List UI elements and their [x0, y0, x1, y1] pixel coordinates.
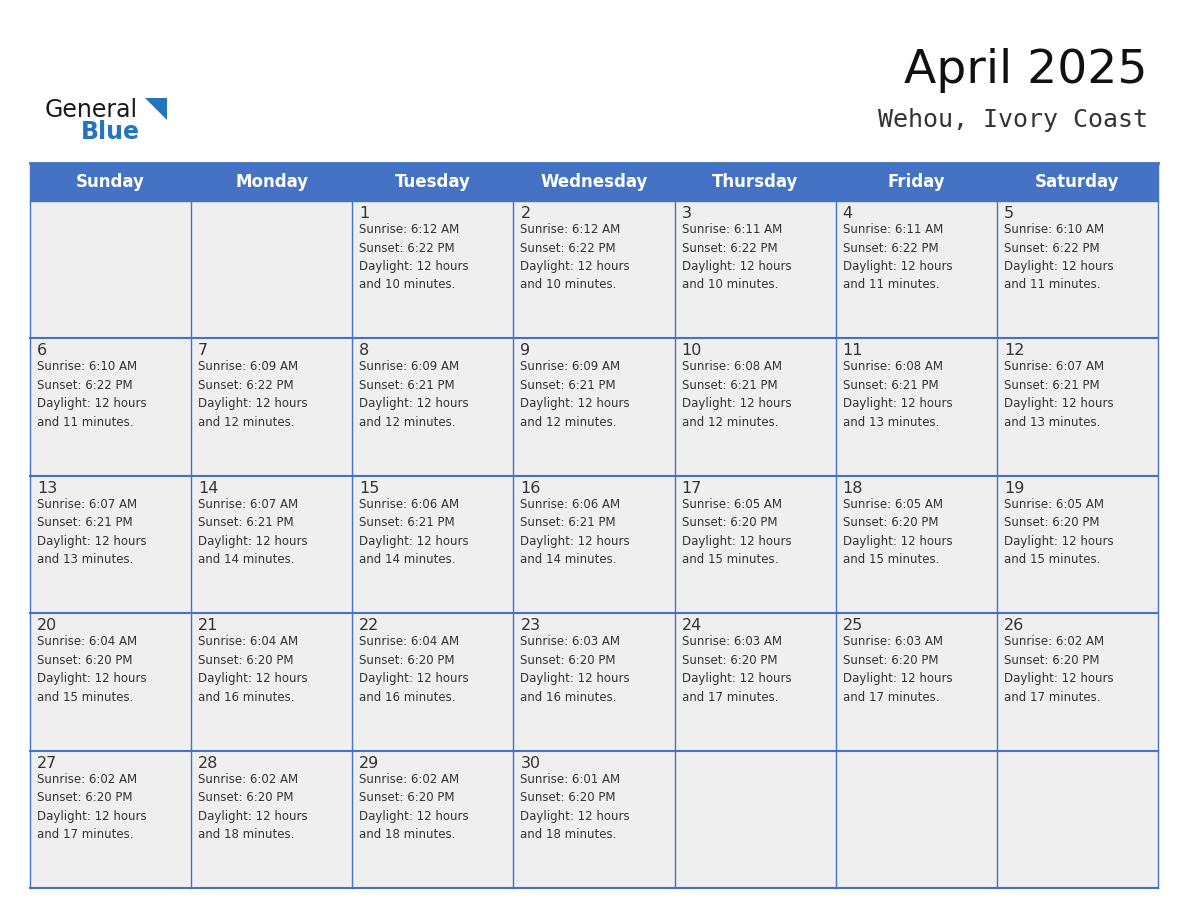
Text: Sunrise: 6:09 AM
Sunset: 6:21 PM
Daylight: 12 hours
and 12 minutes.: Sunrise: 6:09 AM Sunset: 6:21 PM Dayligh… — [359, 361, 469, 429]
Text: Blue: Blue — [81, 120, 140, 144]
Text: 4: 4 — [842, 206, 853, 221]
Text: Sunrise: 6:04 AM
Sunset: 6:20 PM
Daylight: 12 hours
and 16 minutes.: Sunrise: 6:04 AM Sunset: 6:20 PM Dayligh… — [198, 635, 308, 704]
Text: Friday: Friday — [887, 173, 946, 191]
Text: 9: 9 — [520, 343, 531, 358]
Text: Sunrise: 6:09 AM
Sunset: 6:21 PM
Daylight: 12 hours
and 12 minutes.: Sunrise: 6:09 AM Sunset: 6:21 PM Dayligh… — [520, 361, 630, 429]
Text: 19: 19 — [1004, 481, 1024, 496]
Text: 13: 13 — [37, 481, 57, 496]
Text: Sunrise: 6:07 AM
Sunset: 6:21 PM
Daylight: 12 hours
and 14 minutes.: Sunrise: 6:07 AM Sunset: 6:21 PM Dayligh… — [198, 498, 308, 566]
Text: 22: 22 — [359, 618, 379, 633]
Text: General: General — [45, 98, 138, 122]
Text: Sunrise: 6:11 AM
Sunset: 6:22 PM
Daylight: 12 hours
and 11 minutes.: Sunrise: 6:11 AM Sunset: 6:22 PM Dayligh… — [842, 223, 953, 292]
Text: Sunrise: 6:10 AM
Sunset: 6:22 PM
Daylight: 12 hours
and 11 minutes.: Sunrise: 6:10 AM Sunset: 6:22 PM Dayligh… — [1004, 223, 1113, 292]
Text: Sunrise: 6:03 AM
Sunset: 6:20 PM
Daylight: 12 hours
and 17 minutes.: Sunrise: 6:03 AM Sunset: 6:20 PM Dayligh… — [842, 635, 953, 704]
Text: 23: 23 — [520, 618, 541, 633]
Text: Sunrise: 6:05 AM
Sunset: 6:20 PM
Daylight: 12 hours
and 15 minutes.: Sunrise: 6:05 AM Sunset: 6:20 PM Dayligh… — [1004, 498, 1113, 566]
Text: 11: 11 — [842, 343, 864, 358]
Text: Sunrise: 6:05 AM
Sunset: 6:20 PM
Daylight: 12 hours
and 15 minutes.: Sunrise: 6:05 AM Sunset: 6:20 PM Dayligh… — [842, 498, 953, 566]
Text: Sunrise: 6:07 AM
Sunset: 6:21 PM
Daylight: 12 hours
and 13 minutes.: Sunrise: 6:07 AM Sunset: 6:21 PM Dayligh… — [1004, 361, 1113, 429]
Text: 18: 18 — [842, 481, 864, 496]
Text: Sunrise: 6:02 AM
Sunset: 6:20 PM
Daylight: 12 hours
and 17 minutes.: Sunrise: 6:02 AM Sunset: 6:20 PM Dayligh… — [1004, 635, 1113, 704]
Text: 28: 28 — [198, 756, 219, 770]
Text: 7: 7 — [198, 343, 208, 358]
Text: 20: 20 — [37, 618, 57, 633]
Text: 14: 14 — [198, 481, 219, 496]
Text: Sunrise: 6:02 AM
Sunset: 6:20 PM
Daylight: 12 hours
and 18 minutes.: Sunrise: 6:02 AM Sunset: 6:20 PM Dayligh… — [198, 773, 308, 841]
Text: 3: 3 — [682, 206, 691, 221]
Text: 2: 2 — [520, 206, 531, 221]
Text: Wehou, Ivory Coast: Wehou, Ivory Coast — [878, 108, 1148, 132]
Polygon shape — [145, 98, 168, 120]
Text: Sunrise: 6:12 AM
Sunset: 6:22 PM
Daylight: 12 hours
and 10 minutes.: Sunrise: 6:12 AM Sunset: 6:22 PM Dayligh… — [520, 223, 630, 292]
Text: Sunrise: 6:04 AM
Sunset: 6:20 PM
Daylight: 12 hours
and 15 minutes.: Sunrise: 6:04 AM Sunset: 6:20 PM Dayligh… — [37, 635, 146, 704]
Text: 30: 30 — [520, 756, 541, 770]
Text: Sunrise: 6:06 AM
Sunset: 6:21 PM
Daylight: 12 hours
and 14 minutes.: Sunrise: 6:06 AM Sunset: 6:21 PM Dayligh… — [359, 498, 469, 566]
Text: 16: 16 — [520, 481, 541, 496]
Text: 24: 24 — [682, 618, 702, 633]
Text: Sunrise: 6:08 AM
Sunset: 6:21 PM
Daylight: 12 hours
and 12 minutes.: Sunrise: 6:08 AM Sunset: 6:21 PM Dayligh… — [682, 361, 791, 429]
Text: 5: 5 — [1004, 206, 1015, 221]
Text: 21: 21 — [198, 618, 219, 633]
Text: 27: 27 — [37, 756, 57, 770]
Text: Sunday: Sunday — [76, 173, 145, 191]
Text: 6: 6 — [37, 343, 48, 358]
Text: Sunrise: 6:10 AM
Sunset: 6:22 PM
Daylight: 12 hours
and 11 minutes.: Sunrise: 6:10 AM Sunset: 6:22 PM Dayligh… — [37, 361, 146, 429]
Text: Sunrise: 6:06 AM
Sunset: 6:21 PM
Daylight: 12 hours
and 14 minutes.: Sunrise: 6:06 AM Sunset: 6:21 PM Dayligh… — [520, 498, 630, 566]
Text: 1: 1 — [359, 206, 369, 221]
Text: Sunrise: 6:12 AM
Sunset: 6:22 PM
Daylight: 12 hours
and 10 minutes.: Sunrise: 6:12 AM Sunset: 6:22 PM Dayligh… — [359, 223, 469, 292]
Text: 26: 26 — [1004, 618, 1024, 633]
Text: Thursday: Thursday — [712, 173, 798, 191]
Text: 10: 10 — [682, 343, 702, 358]
Text: 25: 25 — [842, 618, 862, 633]
Bar — [30, 201, 1158, 888]
Text: Wednesday: Wednesday — [541, 173, 647, 191]
Text: Sunrise: 6:02 AM
Sunset: 6:20 PM
Daylight: 12 hours
and 17 minutes.: Sunrise: 6:02 AM Sunset: 6:20 PM Dayligh… — [37, 773, 146, 841]
Text: Sunrise: 6:08 AM
Sunset: 6:21 PM
Daylight: 12 hours
and 13 minutes.: Sunrise: 6:08 AM Sunset: 6:21 PM Dayligh… — [842, 361, 953, 429]
Text: Sunrise: 6:07 AM
Sunset: 6:21 PM
Daylight: 12 hours
and 13 minutes.: Sunrise: 6:07 AM Sunset: 6:21 PM Dayligh… — [37, 498, 146, 566]
Text: Sunrise: 6:04 AM
Sunset: 6:20 PM
Daylight: 12 hours
and 16 minutes.: Sunrise: 6:04 AM Sunset: 6:20 PM Dayligh… — [359, 635, 469, 704]
Text: 8: 8 — [359, 343, 369, 358]
Text: 17: 17 — [682, 481, 702, 496]
Bar — [30, 163, 1158, 201]
Text: Sunrise: 6:11 AM
Sunset: 6:22 PM
Daylight: 12 hours
and 10 minutes.: Sunrise: 6:11 AM Sunset: 6:22 PM Dayligh… — [682, 223, 791, 292]
Text: April 2025: April 2025 — [904, 48, 1148, 93]
Text: Sunrise: 6:05 AM
Sunset: 6:20 PM
Daylight: 12 hours
and 15 minutes.: Sunrise: 6:05 AM Sunset: 6:20 PM Dayligh… — [682, 498, 791, 566]
Text: Monday: Monday — [235, 173, 308, 191]
Text: 29: 29 — [359, 756, 379, 770]
Text: Sunrise: 6:02 AM
Sunset: 6:20 PM
Daylight: 12 hours
and 18 minutes.: Sunrise: 6:02 AM Sunset: 6:20 PM Dayligh… — [359, 773, 469, 841]
Text: 12: 12 — [1004, 343, 1024, 358]
Text: Saturday: Saturday — [1035, 173, 1119, 191]
Text: Sunrise: 6:01 AM
Sunset: 6:20 PM
Daylight: 12 hours
and 18 minutes.: Sunrise: 6:01 AM Sunset: 6:20 PM Dayligh… — [520, 773, 630, 841]
Text: Sunrise: 6:09 AM
Sunset: 6:22 PM
Daylight: 12 hours
and 12 minutes.: Sunrise: 6:09 AM Sunset: 6:22 PM Dayligh… — [198, 361, 308, 429]
Text: 15: 15 — [359, 481, 380, 496]
Text: Sunrise: 6:03 AM
Sunset: 6:20 PM
Daylight: 12 hours
and 16 minutes.: Sunrise: 6:03 AM Sunset: 6:20 PM Dayligh… — [520, 635, 630, 704]
Text: Tuesday: Tuesday — [394, 173, 470, 191]
Text: Sunrise: 6:03 AM
Sunset: 6:20 PM
Daylight: 12 hours
and 17 minutes.: Sunrise: 6:03 AM Sunset: 6:20 PM Dayligh… — [682, 635, 791, 704]
